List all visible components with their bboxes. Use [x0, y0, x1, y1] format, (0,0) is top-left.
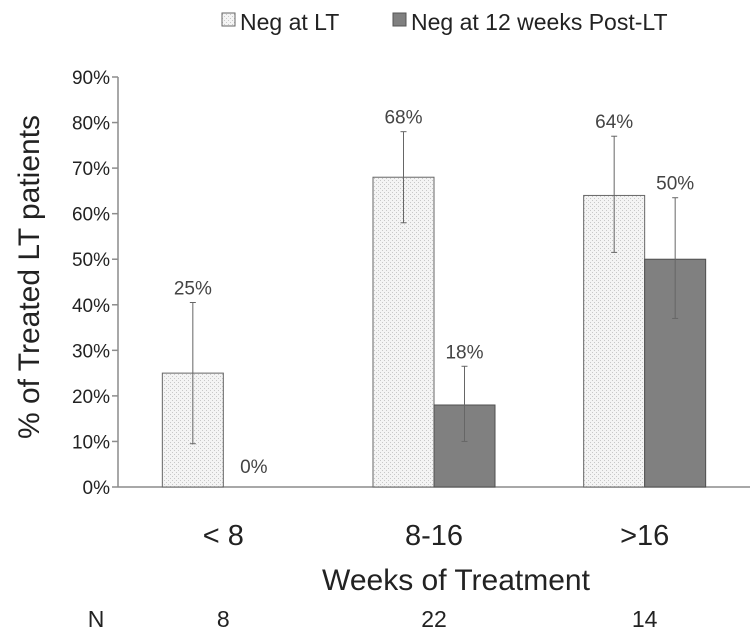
x-category-label: >16: [620, 520, 669, 552]
legend: Neg at LT Neg at 12 weeks Post-LT: [221, 9, 668, 35]
n-value: 8: [217, 606, 230, 632]
legend-swatch-series-1: [221, 12, 236, 27]
y-axis-title: % of Treated LT patients: [13, 115, 46, 439]
legend-label-series-1: Neg at LT: [240, 9, 339, 35]
bar-series-1: [372, 176, 435, 488]
data-label: 68%: [384, 108, 422, 129]
x-category-label: 8-16: [405, 520, 463, 552]
y-tick-label: 60%: [72, 205, 110, 226]
x-category-label: < 8: [203, 520, 244, 552]
y-tick-label: 0%: [83, 478, 111, 499]
y-tick-label: 90%: [72, 68, 110, 89]
legend-swatch-series-2: [392, 12, 407, 27]
y-tick-label: 30%: [72, 341, 110, 362]
y-tick-label: 50%: [72, 250, 110, 271]
n-value: 14: [632, 606, 658, 632]
y-tick-label: 80%: [72, 114, 110, 135]
y-tick-label: 10%: [72, 432, 110, 453]
y-tick-label: 20%: [72, 387, 110, 408]
data-label: 0%: [240, 457, 268, 478]
y-tick-label: 70%: [72, 159, 110, 180]
x-axis-title: Weeks of Treatment: [322, 564, 591, 597]
plot-area: 0% 10% 20% 30% 40% 50% 60% 70% 80% 90% < 8 8 25% 0% 8-…: [72, 68, 750, 632]
n-row-label: N: [88, 606, 105, 632]
data-label: 18%: [445, 342, 483, 363]
y-tick-label: 40%: [72, 296, 110, 317]
legend-label-series-2: Neg at 12 weeks Post-LT: [411, 9, 668, 35]
data-label: 25%: [174, 279, 212, 300]
data-label: 50%: [656, 174, 694, 195]
n-value: 22: [421, 606, 447, 632]
data-label: 64%: [595, 112, 633, 133]
